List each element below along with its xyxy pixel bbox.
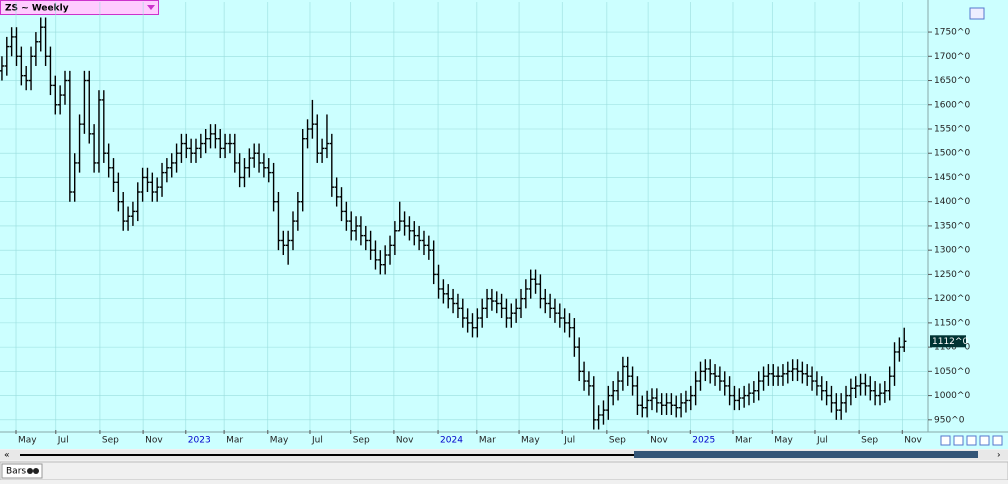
y-tick-label: 950^0: [934, 415, 965, 425]
x-tick-label: Mar: [735, 436, 752, 446]
x-tick-label: May: [521, 436, 540, 446]
scroll-left[interactable]: «: [4, 451, 10, 461]
x-tick-label: Mar: [479, 436, 496, 446]
x-tick-label: Sep: [353, 436, 370, 446]
y-tick-label: 1350^0: [934, 221, 970, 231]
scroll-right[interactable]: ›: [997, 451, 1001, 461]
scroll-thumb[interactable]: [634, 451, 978, 458]
y-tick-label: 1000^0: [934, 391, 970, 401]
tab-icon: [27, 468, 33, 474]
x-tick-label: Nov: [650, 436, 668, 446]
y-tick-label: 1150^0: [934, 318, 970, 328]
x-tick-label: Sep: [609, 436, 626, 446]
x-tick-label: 2025: [692, 436, 715, 446]
x-tick-label: Nov: [145, 436, 163, 446]
y-tick-label: 1450^0: [934, 173, 970, 183]
dropdown-arrow[interactable]: [147, 5, 155, 10]
nav-button[interactable]: [940, 435, 951, 446]
y-tick-label: 1100^0: [934, 343, 970, 353]
last-price-label: 1112^0: [932, 337, 968, 347]
x-tick-label: Nov: [904, 436, 922, 446]
y-tick-label: 1250^0: [934, 270, 970, 280]
nav-button[interactable]: [979, 435, 990, 446]
x-tick-label: Sep: [861, 436, 878, 446]
nav-buttons: [940, 435, 1003, 446]
x-tick-label: 2024: [440, 436, 463, 446]
symbol-selector[interactable]: [0, 0, 159, 15]
last-price-box: [930, 335, 966, 348]
nav-button[interactable]: [953, 435, 964, 446]
x-tick-label: 2023: [188, 436, 211, 446]
y-tick-label: 1400^0: [934, 197, 970, 207]
x-axis-band: [0, 432, 1008, 449]
x-tick-label: Nov: [396, 436, 414, 446]
scale-button[interactable]: [969, 7, 985, 20]
y-tick-label: 1650^0: [934, 76, 970, 86]
y-tick-label: 1200^0: [934, 294, 970, 304]
y-tick-label: 1700^0: [934, 52, 970, 62]
x-tick-label: May: [18, 436, 37, 446]
nav-button[interactable]: [992, 435, 1003, 446]
x-tick-label: Sep: [102, 436, 119, 446]
y-tick-label: 1550^0: [934, 124, 970, 134]
y-tick-label: 1500^0: [934, 149, 970, 159]
plot-background: [0, 0, 1008, 432]
x-tick-label: Jul: [57, 436, 69, 446]
toolbar-label: Bars: [6, 467, 26, 477]
chart-title: ZS ~ Weekly: [5, 4, 69, 14]
x-tick-label: May: [774, 436, 793, 446]
y-tick-label: 1050^0: [934, 367, 970, 377]
y-tick-label: 1300^0: [934, 246, 970, 256]
y-tick-label: 1600^0: [934, 100, 970, 110]
x-tick-label: May: [270, 436, 289, 446]
tab-icon: [33, 468, 39, 474]
x-tick-label: Jul: [563, 436, 575, 446]
y-tick-label: 1750^0: [934, 28, 970, 38]
toolbar: [0, 461, 1008, 481]
bars-tab[interactable]: [1, 463, 43, 479]
nav-button[interactable]: [966, 435, 977, 446]
x-tick-label: Jul: [311, 436, 323, 446]
x-tick-label: Jul: [816, 436, 828, 446]
x-tick-label: Mar: [226, 436, 243, 446]
